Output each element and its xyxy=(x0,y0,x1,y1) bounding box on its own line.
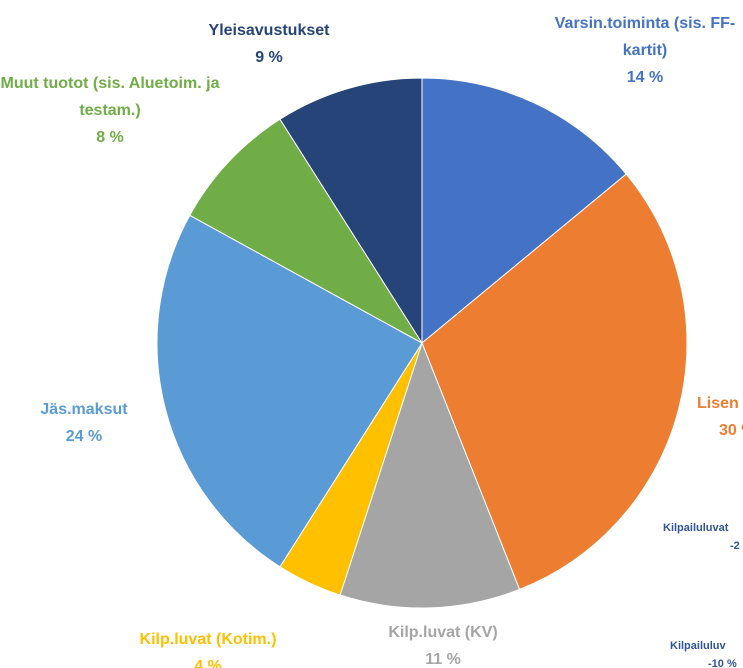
value-label: -2 % xyxy=(730,540,743,552)
value-label: -10 % xyxy=(708,658,737,668)
pie-slice xyxy=(339,341,521,609)
category-label: Kilp.luvat (Kotim.) xyxy=(139,631,277,648)
value-label: 14 % xyxy=(626,69,664,86)
category-label: Varsin.toiminta (sis. FF-kartit) xyxy=(554,15,736,59)
value-label: 11 % xyxy=(425,651,461,668)
pie-slice xyxy=(279,77,423,345)
category-label: Kilpailuluv xyxy=(670,640,726,652)
category-label: Lisen xyxy=(697,395,739,412)
slice-label: Kilpailuluvat-2 % xyxy=(663,519,743,555)
slice-label: Jäs.maksut 24 % xyxy=(0,396,184,450)
value-label: 4 % xyxy=(194,658,222,668)
pie-slice xyxy=(156,214,423,568)
slice-label: Lisen 30 % xyxy=(697,390,743,444)
category-label: Muut tuotot (sis. Aluetoim. ja testam.) xyxy=(0,75,220,119)
slice-label: Muut tuotot (sis. Aluetoim. ja testam.) 8… xyxy=(0,70,220,151)
value-label: 9 % xyxy=(255,49,283,66)
value-label: 8 % xyxy=(96,129,124,146)
pie-slice xyxy=(189,118,423,344)
pie-slice xyxy=(421,77,627,345)
slice-label: Varsin.toiminta (sis. FF-kartit) 14 % xyxy=(535,10,743,91)
category-label: Kilpailuluvat xyxy=(663,522,729,534)
value-label: 24 % xyxy=(65,428,103,445)
slice-label: Kilp.luvat (KV) 11 % xyxy=(343,619,543,668)
category-label: Yleisavustukset xyxy=(208,22,330,39)
slice-label: Kilpailuluv -10 % xyxy=(670,637,743,668)
pie-slice xyxy=(421,173,688,591)
category-label: Kilp.luvat (KV) xyxy=(388,624,498,641)
slice-label: Yleisavustukset 9 % xyxy=(169,17,369,71)
slice-label: Kilp.luvat (Kotim.) 4 % xyxy=(108,626,308,668)
value-label: 30 % xyxy=(719,422,743,439)
category-label: Jäs.maksut xyxy=(40,401,128,418)
